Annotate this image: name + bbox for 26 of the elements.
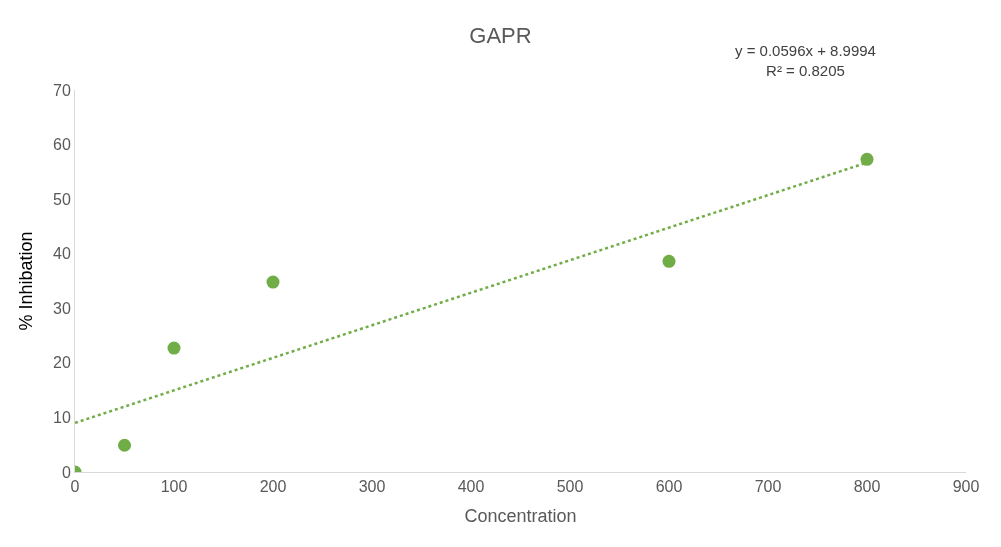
y-tick-label: 70 <box>53 81 71 99</box>
y-tick-label: 20 <box>53 354 71 372</box>
y-tick-label: 40 <box>53 245 71 263</box>
x-tick-label: 200 <box>259 478 287 496</box>
y-tick-label: 0 <box>61 463 71 481</box>
y-axis-title: % Inhibation <box>16 231 37 331</box>
x-axis-title: Concentration <box>464 506 577 527</box>
x-tick-label: 600 <box>655 478 683 496</box>
point <box>662 254 676 268</box>
y-tick-label: 50 <box>53 190 71 208</box>
x-tick-label: 300 <box>358 478 386 496</box>
point <box>860 152 874 166</box>
point <box>266 275 280 289</box>
x-tick-label: 700 <box>754 478 782 496</box>
y-tick-label: 60 <box>53 136 71 154</box>
x-tick-label: 400 <box>457 478 485 496</box>
y-tick-label: 10 <box>53 409 71 427</box>
text: y = 0.0596x + 8.9994 R² = 0.8205 <box>735 42 876 79</box>
x-tick-label: 800 <box>853 478 881 496</box>
y-tick-label: 30 <box>53 299 71 317</box>
chart-title: GAPR <box>469 22 532 48</box>
point <box>167 341 181 355</box>
x-tick-label: 500 <box>556 478 584 496</box>
point <box>118 438 131 452</box>
x-tick-label: 100 <box>160 478 188 496</box>
x-tick-label: 900 <box>952 478 980 496</box>
